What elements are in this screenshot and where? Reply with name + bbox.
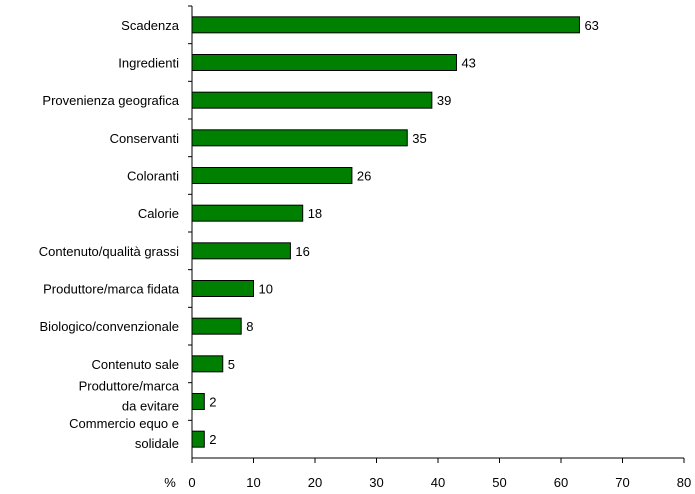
- bar-commercio-equo-e-solidale: [191, 430, 205, 448]
- category-label-provenienza-geografica: Provenienza geografica: [42, 93, 179, 108]
- bars-layer: [191, 16, 580, 448]
- value-label-produttore-marca-fidata: 10: [259, 282, 273, 297]
- category-label-biologico-convenzionale: Biologico/convenzionale: [40, 319, 179, 334]
- bar-conservanti: [191, 129, 408, 147]
- bar-ingredienti: [191, 54, 457, 71]
- bar-biologico-convenzionale: [191, 317, 242, 335]
- bar-produttore-marca-da-evitare: [191, 393, 205, 410]
- category-label-scadenza: Scadenza: [121, 18, 180, 33]
- value-label-coloranti: 26: [357, 169, 371, 184]
- category-label-produttore-marca-fidata: Produttore/marca fidata: [43, 282, 180, 297]
- labels-layer: 63 Scadenza 43 Ingredienti 39 Provenienza geo…: [39, 18, 691, 490]
- bar-contenuto-qualit-grassi: [191, 242, 291, 260]
- x-tick-label: 50: [492, 475, 506, 490]
- category-label-coloranti: Coloranti: [127, 169, 179, 184]
- x-tick-label: 70: [615, 475, 629, 490]
- value-label-conservanti: 35: [412, 131, 426, 146]
- bar-calorie: [191, 204, 304, 222]
- value-label-ingredienti: 43: [461, 56, 475, 71]
- value-label-commercio-equo-e-solidale: 2: [209, 432, 216, 447]
- axis-unit-label: %: [164, 475, 176, 490]
- x-tick-label: 20: [308, 475, 322, 490]
- bar-contenuto-sale: [191, 355, 224, 373]
- value-label-calorie: 18: [308, 206, 322, 221]
- bar-scadenza: [191, 16, 580, 34]
- category-label-contenuto-qualit-grassi: Contenuto/qualità grassi: [39, 244, 179, 259]
- x-tick-label: 10: [246, 475, 260, 490]
- bar-provenienza-geografica: [191, 91, 433, 109]
- x-tick-label: 0: [188, 475, 195, 490]
- x-tick-label: 60: [554, 475, 568, 490]
- category-label-conservanti: Conservanti: [110, 131, 179, 146]
- value-label-scadenza: 63: [584, 18, 598, 33]
- value-label-biologico-convenzionale: 8: [246, 319, 253, 334]
- axes-layer: [188, 5, 685, 463]
- value-label-provenienza-geografica: 39: [437, 93, 451, 108]
- x-tick-label: 30: [369, 475, 383, 490]
- bar-coloranti: [191, 167, 353, 184]
- x-tick-label: 40: [431, 475, 445, 490]
- value-label-contenuto-sale: 5: [228, 357, 235, 372]
- category-label-produttore-marca-da-evitare: Produttore/marca da evitare: [79, 379, 180, 414]
- bar-produttore-marca-fidata: [191, 280, 254, 297]
- category-label-contenuto-sale: Contenuto sale: [92, 357, 179, 372]
- value-label-produttore-marca-da-evitare: 2: [209, 395, 216, 410]
- category-label-ingredienti: Ingredienti: [118, 56, 179, 71]
- x-tick-label: 80: [677, 475, 691, 490]
- value-label-contenuto-qualit-grassi: 16: [295, 244, 309, 259]
- category-label-commercio-equo-e-solidale: Commercio equo e solidale: [69, 416, 179, 451]
- category-label-calorie: Calorie: [138, 206, 179, 221]
